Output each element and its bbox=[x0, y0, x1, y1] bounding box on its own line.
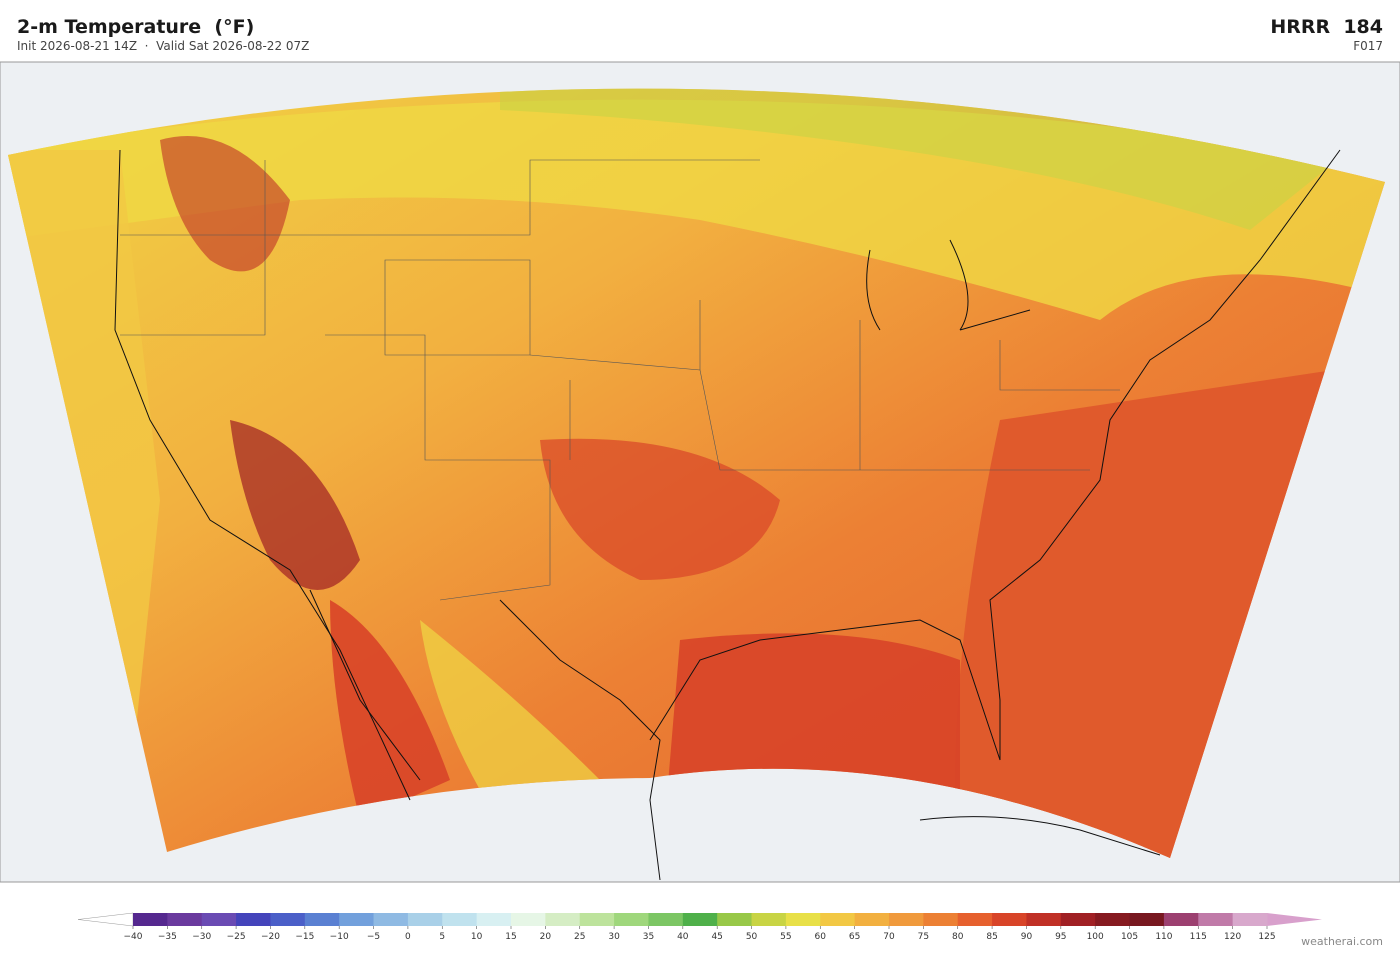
tick-label: 55 bbox=[780, 932, 791, 942]
color-bin bbox=[1163, 913, 1199, 926]
color-bin bbox=[614, 913, 649, 926]
tick-label: −10 bbox=[330, 932, 349, 942]
color-bin bbox=[1095, 913, 1131, 926]
color-bin bbox=[1232, 913, 1268, 926]
color-bin bbox=[1198, 913, 1234, 926]
tick-label: −30 bbox=[192, 932, 211, 942]
colorbar: −40 −35 −30 −25 −20 −15 −10 −5 0 5 10 15 20 25 30 35 40 4… bbox=[77, 912, 1322, 942]
color-bin bbox=[304, 913, 340, 926]
coastlines bbox=[114, 149, 1341, 881]
tick-label: 80 bbox=[952, 932, 964, 942]
tick-label: 70 bbox=[883, 932, 895, 942]
color-bin bbox=[339, 913, 375, 926]
credit: weatherai.com bbox=[1301, 935, 1383, 948]
color-bin bbox=[133, 913, 168, 926]
tick-label: 0 bbox=[405, 932, 411, 942]
color-bin bbox=[1026, 913, 1062, 926]
color-bin bbox=[476, 913, 512, 926]
tick-label: 15 bbox=[505, 932, 516, 942]
tick-label: 30 bbox=[608, 932, 620, 942]
colorbar-over bbox=[1267, 913, 1322, 926]
color-bin bbox=[751, 913, 787, 926]
colorbar-under bbox=[77, 912, 134, 927]
color-bin bbox=[1129, 913, 1165, 926]
tick-label: −15 bbox=[295, 932, 314, 942]
tick-label: 20 bbox=[540, 932, 552, 942]
color-bin bbox=[648, 913, 684, 926]
tick-label: 35 bbox=[643, 932, 654, 942]
color-bin bbox=[785, 913, 821, 926]
tick-label: 75 bbox=[918, 932, 929, 942]
tick-label: −25 bbox=[227, 932, 246, 942]
tick-label: 90 bbox=[1021, 932, 1033, 942]
color-bin bbox=[923, 913, 959, 926]
color-bin bbox=[511, 913, 546, 926]
tick-label: 100 bbox=[1087, 932, 1104, 942]
tick-label: 105 bbox=[1121, 932, 1138, 942]
tick-label: 95 bbox=[1055, 932, 1066, 942]
tick-label: 40 bbox=[677, 932, 689, 942]
color-bin bbox=[236, 913, 271, 926]
tick-label: −5 bbox=[367, 932, 380, 942]
color-bin bbox=[820, 913, 856, 926]
color-bin bbox=[545, 913, 581, 926]
color-bin bbox=[167, 913, 203, 926]
color-bin bbox=[682, 913, 718, 926]
color-bin bbox=[373, 913, 409, 926]
tick-label: −35 bbox=[158, 932, 177, 942]
color-bin bbox=[717, 913, 753, 926]
color-bin bbox=[407, 913, 443, 926]
tick-label: 120 bbox=[1224, 932, 1241, 942]
temperature-field bbox=[8, 88, 1385, 859]
model-label: HRRR 184 bbox=[1270, 16, 1383, 38]
tick-label: 110 bbox=[1155, 932, 1172, 942]
tick-label: 125 bbox=[1258, 932, 1275, 942]
color-bin bbox=[579, 913, 615, 926]
color-bin bbox=[889, 913, 924, 926]
tick-label: −20 bbox=[261, 932, 280, 942]
state-borders bbox=[120, 159, 1120, 601]
tick-label: 50 bbox=[746, 932, 758, 942]
color-bin bbox=[270, 913, 306, 926]
tick-label: 5 bbox=[439, 932, 445, 942]
color-bin bbox=[957, 913, 993, 926]
tick-label: 25 bbox=[574, 932, 585, 942]
tick-label: 65 bbox=[849, 932, 860, 942]
tick-label: 45 bbox=[711, 932, 722, 942]
color-bin bbox=[201, 913, 237, 926]
color-bin bbox=[854, 913, 890, 926]
color-bin bbox=[992, 913, 1027, 926]
tick-label: 10 bbox=[471, 932, 483, 942]
forecast-hour: F017 bbox=[1353, 39, 1383, 53]
tick-label: −40 bbox=[124, 932, 143, 942]
color-bin bbox=[1060, 913, 1096, 926]
subtitle: Init 2026-08-21 14Z · Valid Sat 2026-08-… bbox=[17, 39, 310, 53]
title: 2-m Temperature (°F) bbox=[17, 16, 255, 38]
tick-label: 60 bbox=[815, 932, 827, 942]
tick-label: 85 bbox=[986, 932, 997, 942]
color-bin bbox=[442, 913, 478, 926]
tick-label: 115 bbox=[1190, 932, 1207, 942]
